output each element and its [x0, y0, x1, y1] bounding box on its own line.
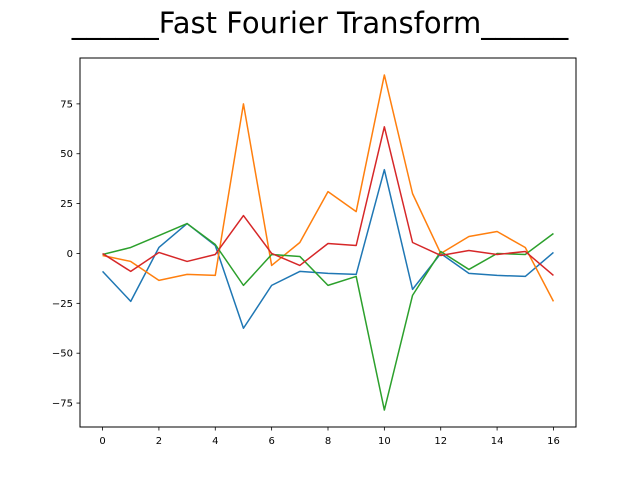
series-line-2 [102, 74, 555, 302]
y-tick-label: 50 [60, 149, 73, 160]
y-tick-label: 75 [60, 99, 73, 110]
chart-title: ______Fast Fourier Transform______ [71, 6, 569, 40]
x-axis: 0 2 4 6 8 10 12 14 16 [99, 427, 560, 447]
series-line-4 [102, 126, 554, 276]
x-tick-label: 2 [156, 436, 162, 447]
x-tick-label: 10 [378, 436, 391, 447]
y-tick-label: 0 [67, 249, 73, 260]
x-tick-label: 8 [325, 436, 331, 447]
x-tick-label: 14 [491, 436, 504, 447]
y-tick-label: −75 [52, 399, 73, 410]
series-line-3 [102, 222, 554, 411]
y-tick-label: −25 [52, 299, 73, 310]
y-tick-label: 25 [60, 199, 73, 210]
plot-frame [79, 57, 577, 428]
series-line-1 [102, 168, 554, 330]
x-tick-label: 6 [268, 436, 274, 447]
x-tick-label: 16 [547, 436, 560, 447]
x-tick-label: 0 [99, 436, 105, 447]
y-tick-label: −50 [52, 349, 73, 360]
plot-series [102, 74, 555, 411]
x-tick-label: 4 [212, 436, 218, 447]
x-tick-label: 12 [434, 436, 447, 447]
y-axis: −75 −50 −25 0 25 50 75 [52, 99, 80, 410]
